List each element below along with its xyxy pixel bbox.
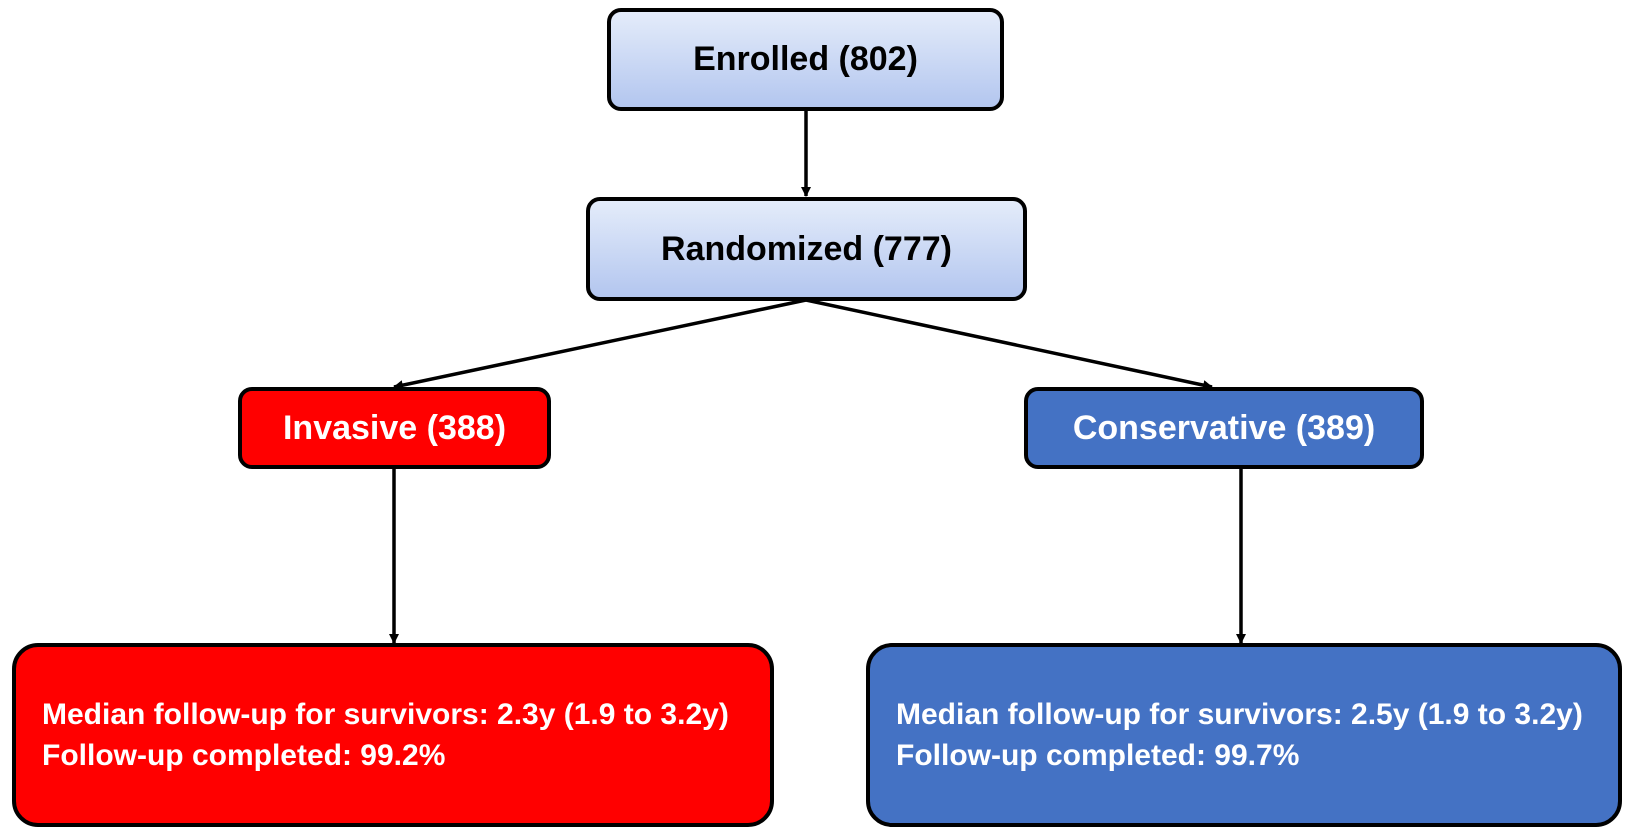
followup-text: Median follow-up for survivors: 2.3y (1.… [42, 698, 729, 731]
conservative-followup-box: Median follow-up for survivors: 2.5y (1.… [866, 643, 1622, 827]
node-label: Invasive (388) [282, 408, 507, 447]
followup-text: Median follow-up for survivors: 2.5y (1.… [896, 698, 1583, 731]
invasive-followup-box: Median follow-up for survivors: 2.3y (1.… [12, 643, 774, 827]
followup-text: Follow-up completed: 99.2% [42, 739, 446, 772]
followup-text: Follow-up completed: 99.7% [896, 739, 1300, 772]
enrolled-box: Enrolled (802) [607, 8, 1004, 111]
arrow [393, 298, 807, 391]
arrow [805, 298, 1213, 391]
conservative-box: Conservative (389) [1024, 387, 1424, 469]
invasive-box: Invasive (388) [238, 387, 551, 469]
node-label: Conservative (389) [1072, 408, 1376, 447]
randomized-box: Randomized (777) [586, 197, 1027, 301]
node-label: Enrolled (802) [693, 40, 918, 78]
node-label: Randomized (777) [661, 229, 952, 268]
